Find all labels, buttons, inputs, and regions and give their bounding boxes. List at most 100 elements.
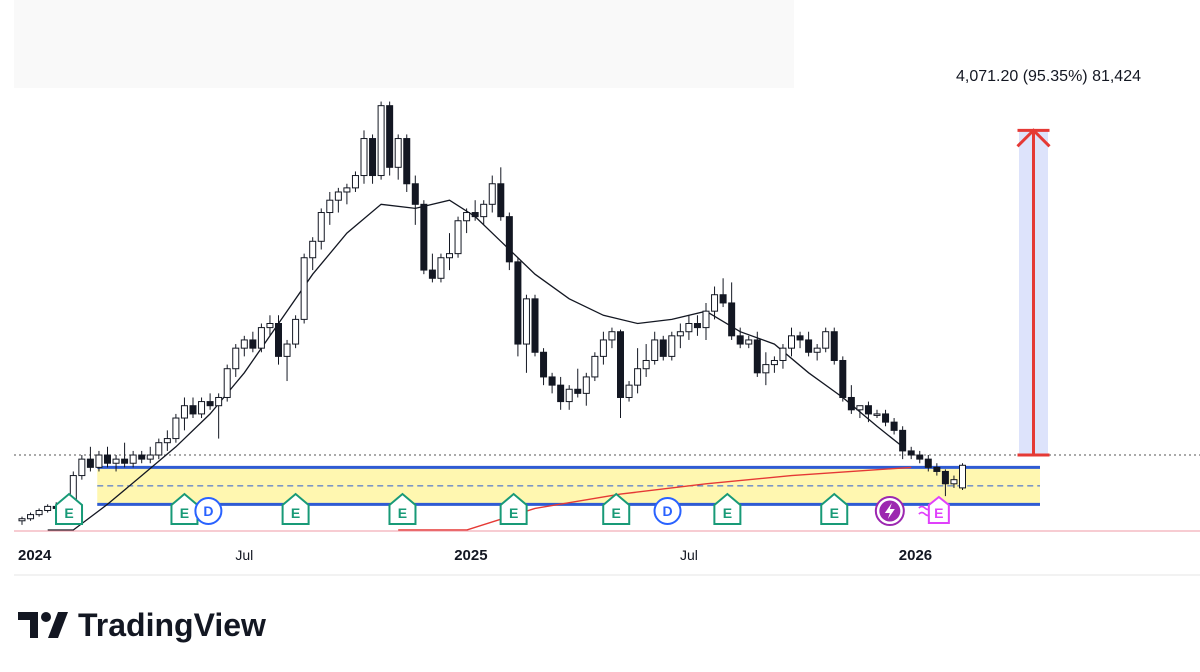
candle[interactable] — [146, 446, 154, 464]
candle[interactable] — [309, 237, 317, 271]
candle[interactable] — [121, 442, 129, 468]
candle[interactable] — [505, 212, 513, 271]
candle[interactable] — [651, 331, 659, 365]
candle[interactable] — [488, 175, 496, 213]
candle[interactable] — [796, 331, 804, 349]
earnings-marker[interactable]: E — [499, 492, 528, 525]
candle[interactable] — [446, 233, 453, 271]
candle[interactable] — [343, 183, 351, 205]
candle[interactable] — [522, 294, 530, 373]
candle[interactable] — [847, 385, 855, 414]
candle[interactable] — [180, 397, 188, 431]
candle[interactable] — [634, 348, 642, 394]
candle[interactable] — [839, 356, 847, 402]
candle[interactable] — [599, 331, 607, 365]
earnings-marker[interactable]: E — [281, 492, 310, 525]
candle[interactable] — [428, 253, 436, 283]
candle[interactable] — [300, 253, 308, 324]
candle[interactable] — [822, 327, 830, 353]
candle[interactable] — [582, 372, 590, 406]
candle[interactable] — [249, 331, 257, 353]
candle[interactable] — [369, 134, 377, 184]
candle[interactable] — [882, 409, 890, 427]
candle[interactable] — [873, 409, 881, 419]
earnings-marker[interactable]: E — [602, 492, 631, 525]
candle[interactable] — [198, 397, 206, 419]
candle[interactable] — [702, 302, 710, 340]
candle[interactable] — [668, 331, 676, 361]
candle[interactable] — [924, 455, 932, 472]
candle[interactable] — [856, 405, 864, 419]
candle[interactable] — [240, 335, 248, 357]
candle[interactable] — [933, 463, 941, 476]
candle[interactable] — [463, 208, 471, 234]
candle[interactable] — [608, 327, 616, 349]
time-axis-tick-label[interactable]: Jul — [680, 547, 698, 563]
candle[interactable] — [138, 450, 146, 464]
candle[interactable] — [711, 286, 719, 320]
candle[interactable] — [155, 438, 163, 460]
candle[interactable] — [693, 315, 701, 336]
candle[interactable] — [805, 331, 813, 357]
candle[interactable] — [292, 315, 300, 349]
candle[interactable] — [540, 348, 548, 386]
candlestick-series[interactable] — [18, 101, 966, 525]
time-axis[interactable]: 2024 Jul 2025 Jul 2026 — [18, 547, 932, 564]
candle[interactable] — [907, 446, 915, 460]
candle[interactable] — [899, 426, 907, 460]
candle[interactable] — [317, 208, 325, 250]
candle[interactable] — [189, 397, 197, 419]
candle[interactable] — [172, 413, 180, 443]
candle[interactable] — [112, 455, 120, 472]
candle[interactable] — [941, 469, 949, 497]
candle[interactable] — [283, 339, 291, 382]
candle[interactable] — [591, 352, 599, 382]
candle[interactable] — [950, 475, 958, 488]
candle[interactable] — [27, 512, 35, 521]
time-axis-tick-label[interactable]: 2025 — [454, 547, 487, 564]
candle[interactable] — [480, 200, 488, 225]
candle[interactable] — [685, 315, 693, 340]
candle[interactable] — [676, 323, 684, 349]
dividend-marker[interactable]: D — [653, 497, 682, 525]
candle[interactable] — [86, 446, 94, 472]
candle[interactable] — [129, 450, 137, 468]
candle[interactable] — [471, 200, 479, 221]
candle[interactable] — [745, 335, 753, 349]
candle[interactable] — [753, 331, 761, 377]
candle[interactable] — [617, 329, 624, 419]
candle[interactable] — [659, 335, 667, 361]
candle[interactable] — [864, 401, 872, 423]
upcoming-earnings-marker[interactable]: E — [918, 495, 950, 524]
candle[interactable] — [104, 446, 111, 468]
time-axis-tick-label[interactable]: Jul — [235, 547, 253, 563]
earnings-marker[interactable]: E — [820, 492, 849, 525]
support-zone[interactable] — [97, 465, 1041, 506]
candle[interactable] — [728, 282, 736, 340]
candle[interactable] — [215, 393, 223, 439]
candle[interactable] — [890, 418, 898, 435]
candle[interactable] — [497, 167, 505, 221]
candle[interactable] — [334, 187, 342, 213]
candle[interactable] — [403, 134, 411, 192]
time-axis-tick-label[interactable]: 2024 — [18, 547, 52, 564]
candle[interactable] — [565, 385, 573, 410]
candle[interactable] — [18, 516, 26, 525]
time-axis-tick-label[interactable]: 2026 — [899, 547, 932, 564]
candle[interactable] — [959, 463, 966, 490]
candle[interactable] — [257, 323, 265, 353]
candle[interactable] — [813, 344, 821, 361]
candle[interactable] — [557, 376, 565, 410]
candle[interactable] — [163, 430, 171, 451]
candle[interactable] — [95, 450, 103, 472]
candle[interactable] — [266, 315, 274, 336]
candle[interactable] — [223, 364, 231, 402]
candle[interactable] — [830, 327, 838, 365]
candle[interactable] — [762, 352, 770, 386]
candle[interactable] — [548, 372, 556, 394]
candle[interactable] — [788, 327, 795, 357]
candle[interactable] — [35, 508, 43, 517]
candle[interactable] — [514, 257, 522, 357]
candle[interactable] — [625, 381, 633, 402]
